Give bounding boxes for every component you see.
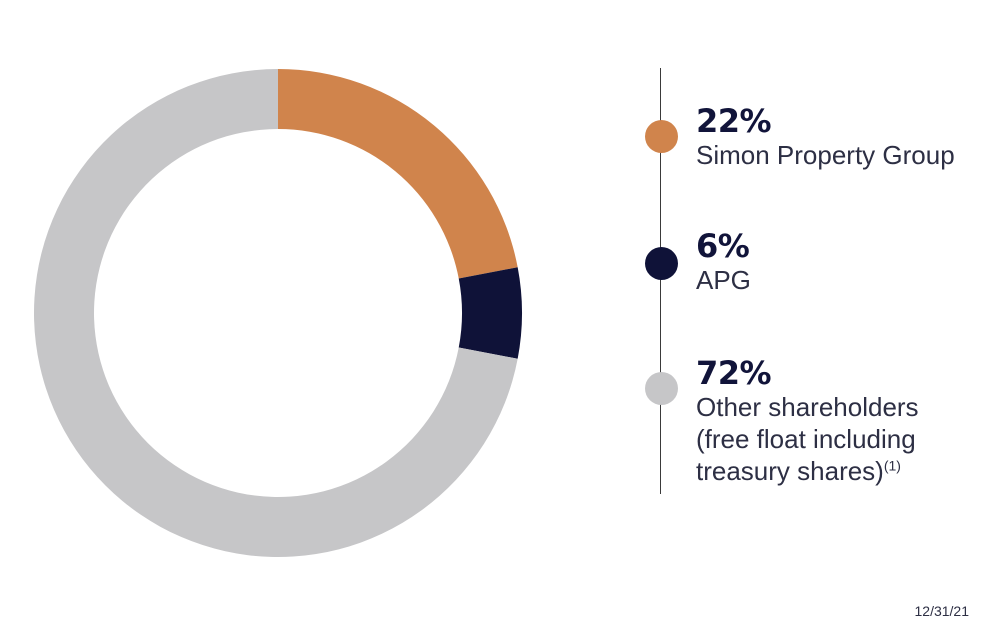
legend-label-apg: APG [696,265,751,295]
as-of-date: 12/31/21 [914,603,970,619]
legend-pct-simon: 22% [696,102,772,140]
legend-pct-apg: 6% [696,227,750,265]
donut-chart [33,69,523,557]
legend-dot-apg [645,247,678,280]
legend-label-simon: Simon Property Group [696,140,955,170]
donut-slice-simon [278,69,518,279]
legend-dot-other [645,372,678,405]
donut-slice-apg [458,267,523,359]
legend-pct-other: 72% [696,354,772,392]
legend-divider [660,68,661,494]
legend-text-simon: 22% Simon Property Group [696,103,996,171]
legend-label-other-line-2: (free float including [696,424,916,454]
legend-dot-simon [645,120,678,153]
legend-text-apg: 6% APG [696,228,996,296]
legend-label-other-line-3-text: treasury shares) [696,456,884,486]
footnote-marker: (1) [883,457,901,474]
legend-label-other-line-1: Other shareholders [696,392,919,422]
legend-label-other-line-3: treasury shares)(1) [696,455,996,487]
legend-text-other: 72% Other shareholders (free float inclu… [696,355,996,487]
